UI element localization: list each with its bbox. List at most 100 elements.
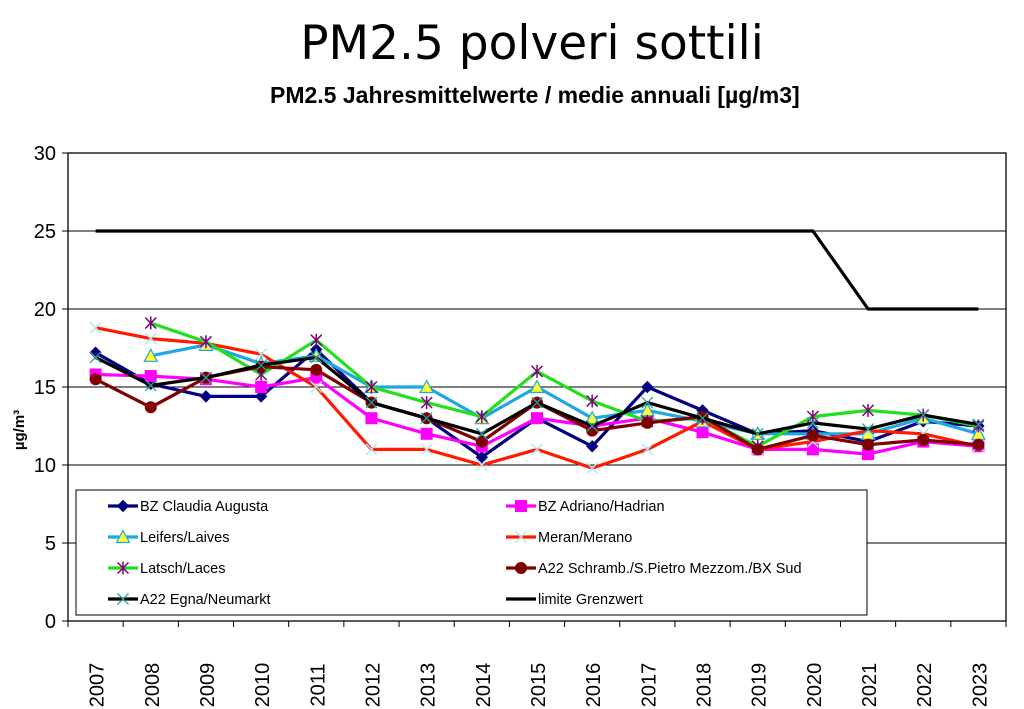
data-point (310, 333, 323, 347)
legend-swatch-marker (115, 529, 131, 544)
legend-item: Latsch/Laces (108, 561, 225, 577)
page-title: PM2.5 polveri sottili (300, 16, 764, 71)
data-point (144, 332, 157, 345)
series-line (150, 343, 979, 436)
legend-item: BZ Adriano/Hadrian (506, 499, 665, 515)
data-point (584, 410, 600, 425)
legend-label: BZ Claudia Augusta (140, 499, 269, 515)
x-tick-label: 2016 (583, 663, 605, 708)
data-point (89, 373, 102, 386)
data-point (475, 458, 488, 472)
data-point (531, 412, 543, 425)
data-point (641, 396, 654, 409)
x-tick-label: 2015 (528, 663, 550, 708)
x-tick-label: 2021 (859, 663, 881, 708)
data-point (972, 418, 985, 431)
data-point (144, 316, 157, 330)
y-tick-label: 25 (34, 221, 56, 243)
x-tick-label: 2010 (252, 663, 274, 708)
data-point (475, 435, 488, 448)
x-tick-label: 2020 (804, 663, 826, 708)
data-point (586, 394, 599, 408)
x-axis-ticks: 2007 2008 2009 2010 2011 2012 2013 2014 2015 2016… (67, 621, 1007, 708)
data-point (917, 409, 930, 422)
data-point (862, 438, 875, 451)
legend-swatch-marker (515, 562, 527, 574)
x-tick-label: 2009 (197, 663, 219, 708)
y-tick-label: 10 (34, 455, 56, 477)
data-point (475, 450, 489, 464)
series-a22-egna-neumarkt (89, 351, 985, 440)
data-point (89, 321, 102, 334)
data-point (310, 351, 323, 364)
x-tick-label: 2008 (142, 663, 164, 708)
data-point (420, 412, 433, 425)
y-tick-label: 30 (34, 143, 56, 165)
data-point (310, 363, 323, 376)
legend-label: Latsch/Laces (140, 561, 225, 577)
legend-item: limite Grenzwert (506, 592, 643, 608)
data-point (144, 379, 157, 392)
data-point (806, 429, 819, 442)
data-point (530, 364, 544, 378)
data-point (530, 443, 544, 456)
chart-subtitle: PM2.5 Jahresmittelwerte / medie annuali … (270, 82, 800, 108)
data-point (310, 380, 323, 394)
data-point (89, 351, 102, 364)
data-point (199, 371, 212, 384)
x-tick-label: 2022 (914, 663, 936, 708)
x-tick-label: 2013 (418, 663, 440, 708)
data-point (806, 416, 819, 429)
data-point (199, 335, 212, 349)
legend-item: Meran/Merano (506, 530, 632, 546)
data-point (144, 401, 157, 414)
legend-swatch-marker (514, 530, 528, 544)
legend-swatch-marker (515, 500, 527, 512)
data-point (419, 379, 435, 394)
x-tick-label: 2023 (969, 663, 991, 708)
y-tick-label: 0 (45, 611, 56, 633)
data-point (586, 420, 599, 432)
data-point (696, 426, 709, 439)
legend-item: Leifers/Laives (108, 529, 229, 546)
x-tick-label: 2011 (307, 663, 329, 706)
y-tick-label: 20 (34, 299, 56, 321)
legend-label: BZ Adriano/Hadrian (538, 499, 665, 515)
plot-area-border (67, 152, 1007, 622)
data-point (143, 348, 159, 362)
legend-swatch-marker (116, 499, 130, 513)
x-tick-label: 2007 (87, 663, 109, 708)
data-point (365, 380, 378, 394)
x-tick-label: 2014 (473, 663, 495, 708)
data-point (475, 427, 488, 440)
data-point (862, 423, 875, 436)
data-point (420, 427, 433, 440)
series-line (150, 321, 979, 448)
y-axis-ticks: 0 5 10 15 20 25 30 (34, 143, 68, 633)
legend-swatch-marker (117, 593, 129, 605)
y-tick-label: 15 (34, 377, 56, 399)
x-tick-label: 2018 (694, 663, 716, 708)
x-tick-label: 2019 (749, 663, 771, 708)
data-point (420, 443, 433, 456)
legend-item: A22 Schramb./S.Pietro Mezzom./BX Sud (506, 561, 802, 577)
legend-box (75, 489, 868, 616)
data-point (365, 412, 378, 425)
data-point (420, 396, 433, 410)
data-point (254, 390, 268, 403)
legend-item: BZ Claudia Augusta (108, 499, 269, 515)
y-tick-label: 5 (45, 533, 56, 555)
data-point (641, 443, 654, 456)
legend: BZ Claudia Augusta BZ Adriano/Hadrian Leif… (75, 489, 868, 616)
data-point (806, 443, 819, 456)
y-axis-label: µg/m³ (11, 410, 28, 450)
data-point (365, 396, 378, 409)
data-point (917, 434, 930, 447)
data-point (641, 416, 654, 429)
legend-label: limite Grenzwert (538, 592, 643, 608)
data-point (144, 370, 157, 383)
legend-label: Leifers/Laives (140, 530, 229, 546)
data-point (641, 380, 654, 394)
legend-swatch-marker (116, 561, 130, 575)
